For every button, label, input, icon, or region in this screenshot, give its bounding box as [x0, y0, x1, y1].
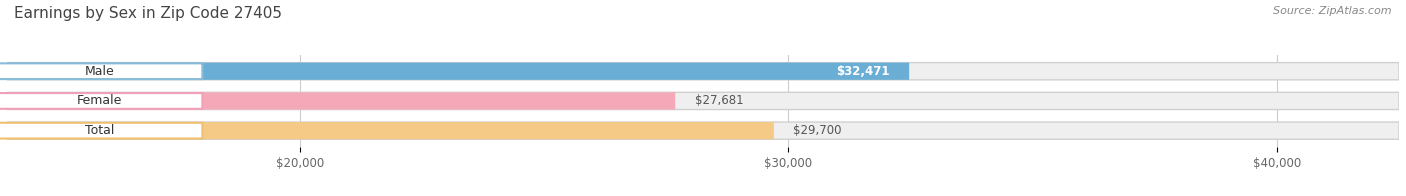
FancyBboxPatch shape	[7, 63, 910, 80]
Text: Earnings by Sex in Zip Code 27405: Earnings by Sex in Zip Code 27405	[14, 6, 283, 21]
FancyBboxPatch shape	[0, 93, 202, 109]
FancyBboxPatch shape	[0, 123, 202, 139]
Text: Female: Female	[77, 94, 122, 107]
Text: Total: Total	[86, 124, 114, 137]
FancyBboxPatch shape	[7, 92, 675, 110]
FancyBboxPatch shape	[0, 63, 202, 79]
Text: Source: ZipAtlas.com: Source: ZipAtlas.com	[1274, 6, 1392, 16]
FancyBboxPatch shape	[7, 122, 773, 139]
Text: Male: Male	[84, 65, 115, 78]
Text: $27,681: $27,681	[695, 94, 744, 107]
Text: $29,700: $29,700	[793, 124, 842, 137]
FancyBboxPatch shape	[7, 122, 1399, 139]
FancyBboxPatch shape	[7, 92, 1399, 110]
FancyBboxPatch shape	[7, 63, 1399, 80]
Text: $32,471: $32,471	[837, 65, 890, 78]
